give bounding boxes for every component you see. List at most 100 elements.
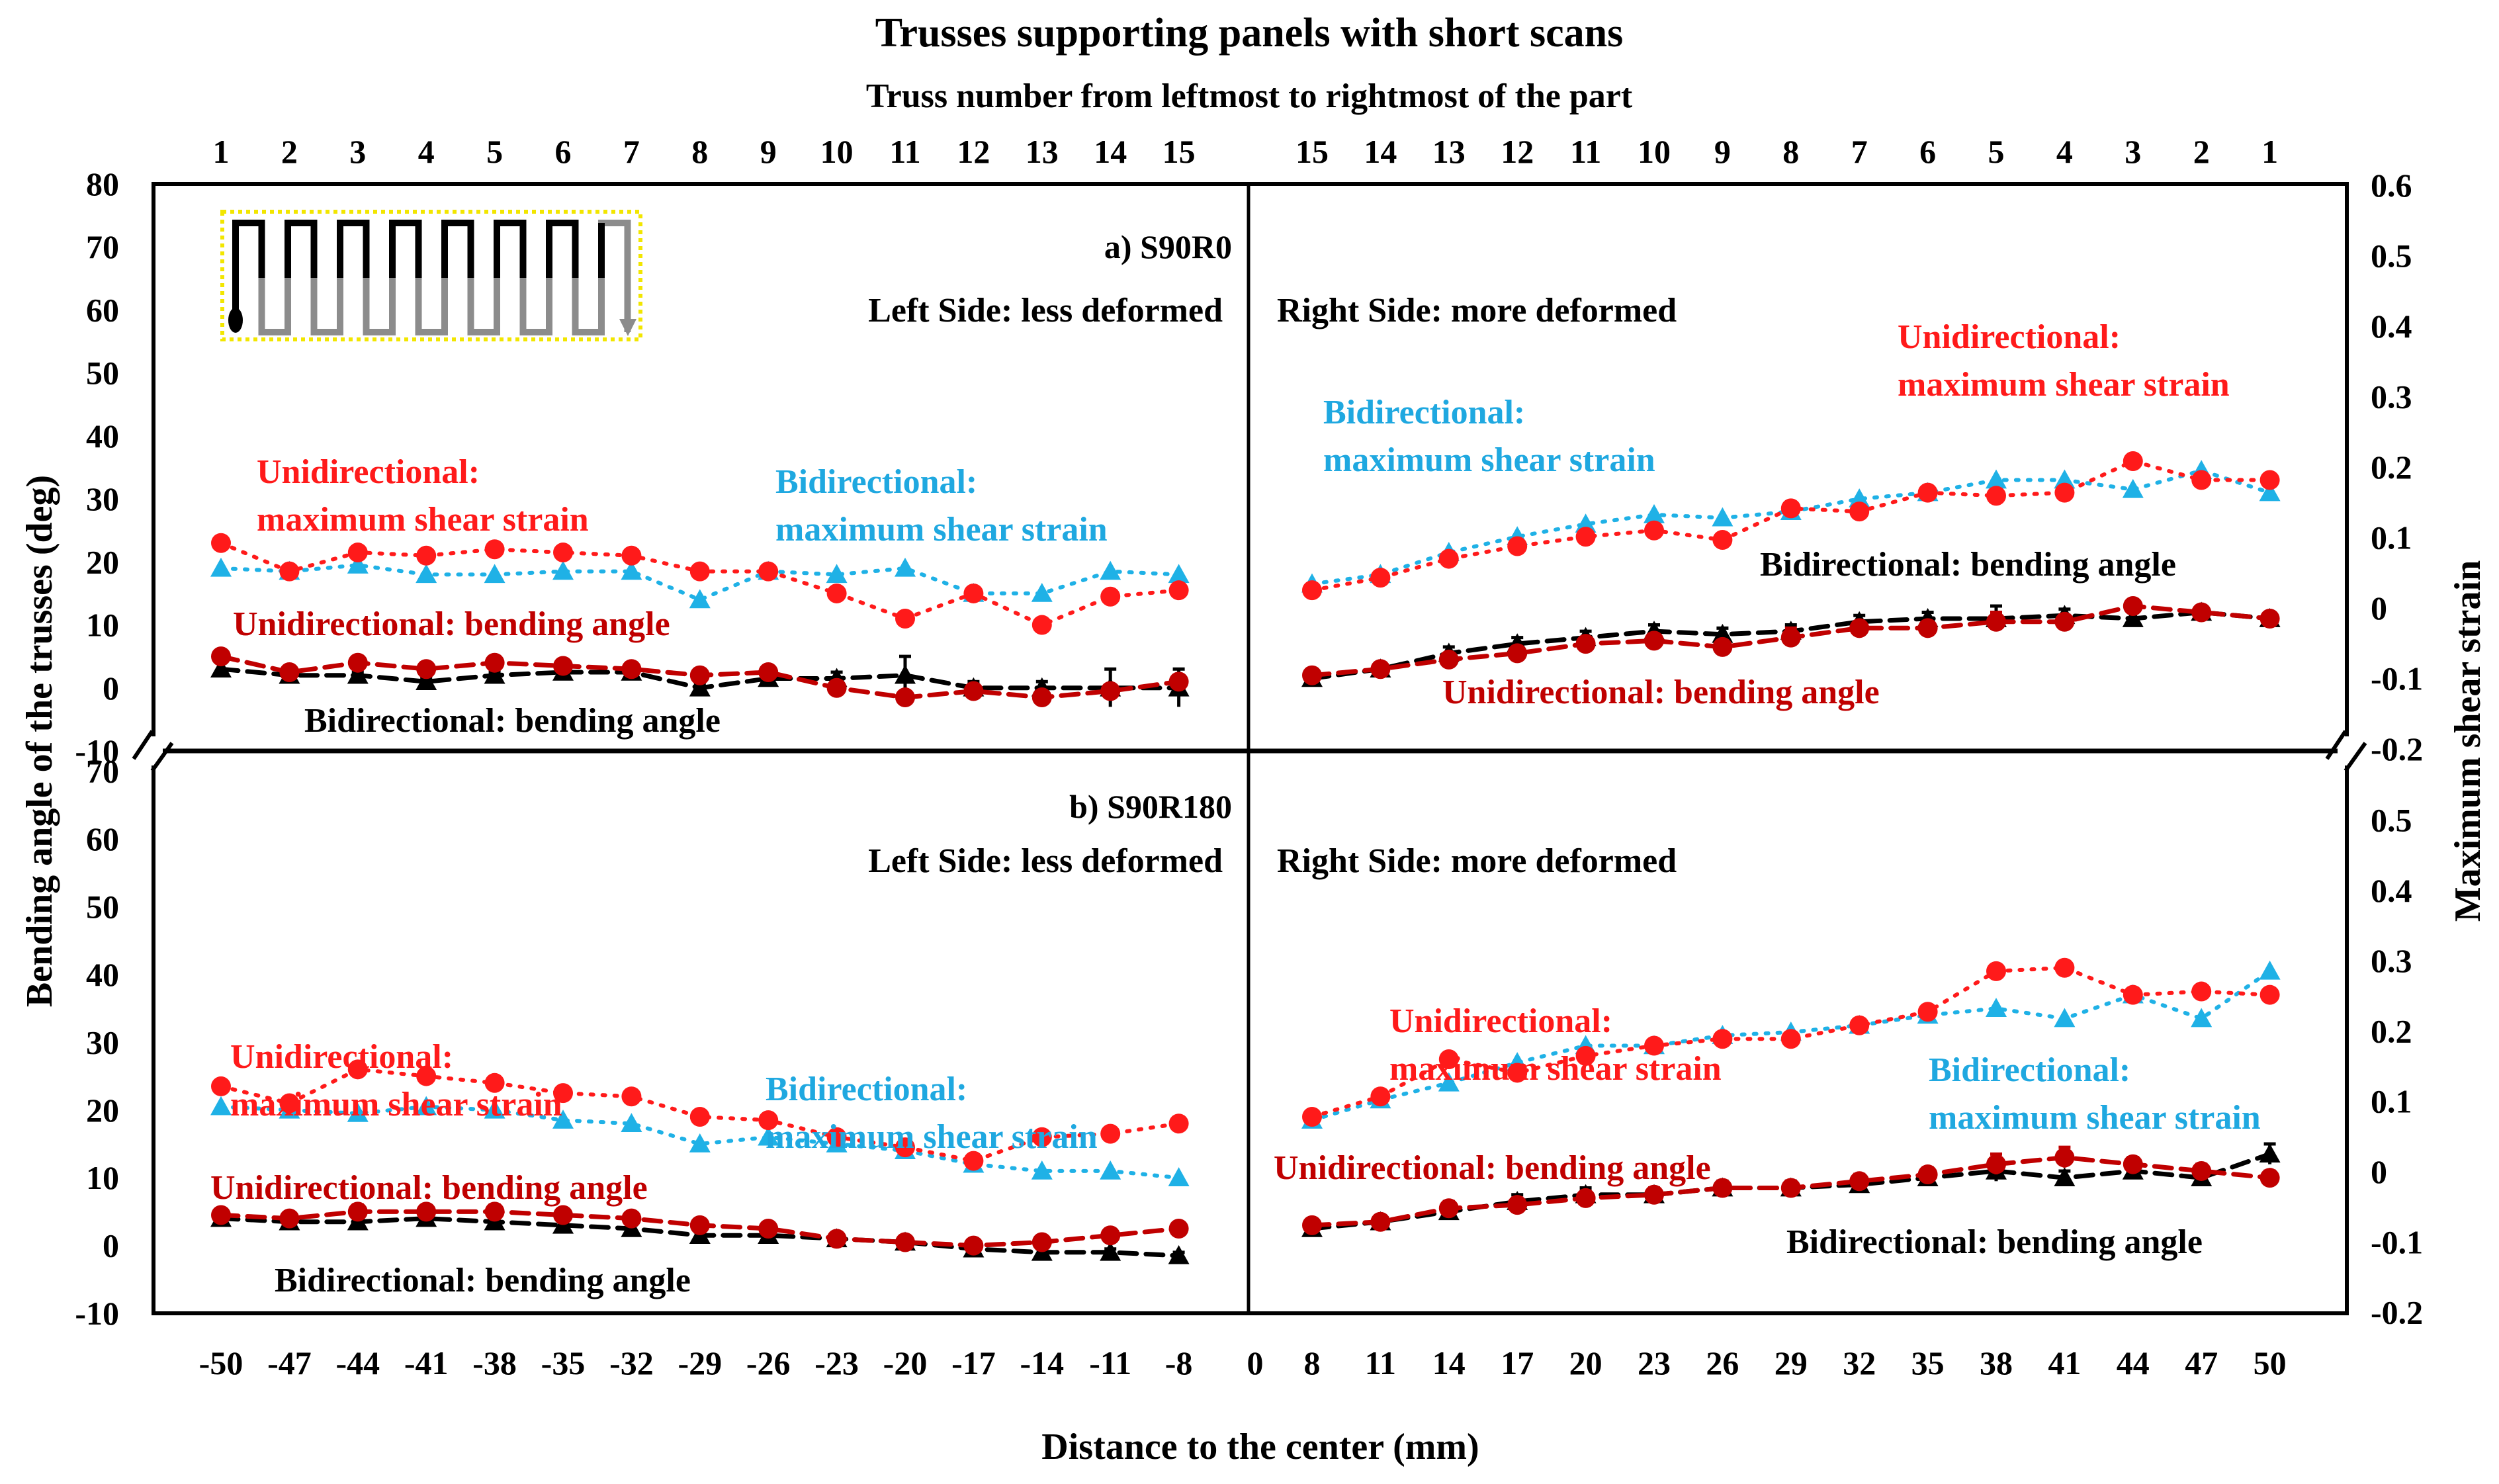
panel0-left-bi-strain-point	[895, 557, 916, 577]
right-side-label: Right Side: more deformed	[1277, 292, 1677, 329]
y-left-tick-label: 0	[103, 1227, 119, 1264]
label-bi-strain-left: maximum shear strain	[766, 1118, 1098, 1156]
panel1-right-uni-bend-point	[1849, 1171, 1870, 1192]
label-bi-strain-right: Bidirectional:	[1323, 394, 1525, 431]
y-left-tick-label: 30	[86, 480, 119, 517]
label-bi-bend-left: Bidirectional: bending angle	[275, 1262, 691, 1299]
top-tick-label: 7	[1851, 133, 1868, 170]
panel1-left-uni-bend-point	[279, 1208, 300, 1229]
inset-border	[220, 210, 642, 341]
panel0-left-uni-strain-point	[621, 545, 642, 566]
label-uni-bend-right: Unidirectional: bending angle	[1442, 674, 1880, 711]
panel1-right-bi-strain-point	[2054, 1008, 2076, 1027]
panel0-right-uni-bend-point	[1507, 643, 1528, 664]
y-right-tick-label: -0.2	[2371, 1294, 2423, 1331]
y-left-tick-label: 0	[103, 670, 119, 707]
y-left-tick-label: 70	[86, 228, 119, 265]
panel-title: a) S90R0	[1104, 228, 1232, 265]
panel1-left-bi-bend-point	[1168, 1244, 1190, 1264]
panel1-left-uni-bend-point	[416, 1201, 437, 1222]
panel1-left-uni-strain-point	[1031, 1127, 1052, 1147]
x-tick-label: -47	[267, 1344, 312, 1381]
y-right-tick-label: 0.5	[2371, 238, 2412, 275]
panel-title: b) S90R180	[1069, 788, 1232, 825]
y-left-tick-label: -10	[75, 1295, 119, 1332]
top-tick-label: 3	[349, 133, 366, 170]
x-tick-label: -23	[814, 1344, 859, 1381]
panel0-left-uni-bend-point	[347, 652, 368, 673]
panel1-left-uni-bend-point	[621, 1208, 642, 1229]
panel0-right-uni-bend-point	[1575, 634, 1596, 654]
label-bi-bend-left: Bidirectional: bending angle	[304, 702, 721, 740]
panel1-right-uni-bend-point	[1507, 1195, 1528, 1215]
panel1-left-bi-strain-point	[347, 1102, 369, 1122]
panel0-left-uni-bend-point	[621, 659, 642, 679]
panel1-right-uni-strain-point	[2191, 981, 2212, 1002]
panel1-right-uni-strain-point	[1302, 1107, 1322, 1127]
label-bi-strain-right: maximum shear strain	[1323, 441, 1655, 479]
label-uni-strain-right: Unidirectional:	[1389, 1002, 1612, 1040]
panel1-right-uni-strain-point	[2123, 984, 2143, 1005]
label-uni-strain-left: maximum shear strain	[257, 501, 589, 539]
panel1-left-uni-strain-point	[416, 1066, 437, 1086]
panel0-left-uni-strain-point	[553, 543, 573, 563]
panel0-left-uni-bend-point	[416, 659, 437, 679]
panel1-right-uni-bend-point	[2123, 1154, 2143, 1174]
panel0-left-bi-bend-point	[416, 671, 437, 691]
panel1-left-uni-strain-point	[553, 1083, 573, 1104]
top-tick-label: 4	[418, 133, 435, 170]
panel1-right-uni-strain-point	[1370, 1086, 1391, 1107]
panel0-left-bi-bend-point	[689, 677, 711, 697]
panel0-left-uni-strain-point	[279, 561, 300, 582]
panel1-left-uni-bend-point	[211, 1205, 231, 1225]
y-right-tick-label: 0.1	[2371, 519, 2412, 556]
label-bi-strain-right: Bidirectional:	[1929, 1051, 2130, 1089]
panel1-right-uni-strain-point	[1507, 1063, 1528, 1083]
panel0-left-bi-strain-point	[826, 564, 848, 584]
panel0-right-uni-strain-point	[1370, 568, 1391, 588]
top-tick-label: 14	[1094, 133, 1127, 170]
right-side-label: Right Side: more deformed	[1277, 842, 1677, 880]
top-tick-label: 8	[691, 133, 708, 170]
panel0-right-uni-bend-point	[1644, 631, 1664, 651]
panel0-right-uni-strain-point	[1712, 530, 1733, 550]
panel0-left-bi-strain-point	[621, 560, 642, 580]
panel1-right-uni-bend-point	[1644, 1184, 1664, 1205]
x-tick-label: 47	[2185, 1344, 2218, 1381]
label-uni-bend-left: Unidirectional: bending angle	[210, 1169, 648, 1207]
top-tick-label: 6	[555, 133, 572, 170]
panel1-left-uni-strain-point	[895, 1137, 915, 1158]
panel0-left-uni-bend-point	[553, 656, 573, 676]
panel0-left-bi-strain-point	[1031, 582, 1053, 602]
x-tick-label: 17	[1501, 1344, 1534, 1381]
x-tick-label: -41	[404, 1344, 449, 1381]
panel0-right-uni-strain-point	[1507, 536, 1528, 556]
label-bi-strain-left: maximum shear strain	[775, 511, 1108, 548]
panel1-left-uni-strain-point	[689, 1107, 710, 1127]
axis-break-mark	[150, 742, 174, 772]
panel1-left-bi-strain-point	[758, 1126, 779, 1146]
panel1-right-uni-bend-point	[2054, 1147, 2075, 1168]
panel1-right-uni-strain-point	[1780, 1029, 1801, 1049]
panel1-left-bi-strain-point	[1100, 1160, 1121, 1180]
y-right-tick-label: 0	[2371, 589, 2387, 627]
y-left-tick-label: 20	[86, 543, 119, 580]
panel1-left-bi-strain-point	[1168, 1167, 1190, 1186]
panel0-right-uni-strain-point	[1917, 482, 1938, 503]
panel0-left-bi-strain-point	[347, 554, 369, 574]
panel1-left-bi-strain-point	[552, 1110, 574, 1129]
y-left-tick-label: 40	[86, 417, 119, 455]
top-tick-label: 13	[1432, 133, 1466, 170]
left-side-label: Left Side: less deformed	[868, 842, 1223, 880]
label-bi-strain-left: Bidirectional:	[766, 1070, 967, 1108]
top-tick-label: 9	[760, 133, 777, 170]
panel0-right-uni-bend-point	[2123, 595, 2143, 616]
axis-break-mark	[2344, 742, 2367, 772]
panel0-right-bi-bend-point	[2122, 608, 2144, 627]
y-left-tick-label: 30	[86, 1024, 119, 1061]
label-uni-strain-right: maximum shear strain	[1389, 1050, 1722, 1088]
panel0-right-uni-strain-point	[1438, 548, 1459, 569]
panel0-left-uni-strain-point	[1100, 586, 1121, 607]
y-left-tick-label: 50	[86, 355, 119, 392]
panel1-left-uni-strain-point	[347, 1059, 368, 1080]
